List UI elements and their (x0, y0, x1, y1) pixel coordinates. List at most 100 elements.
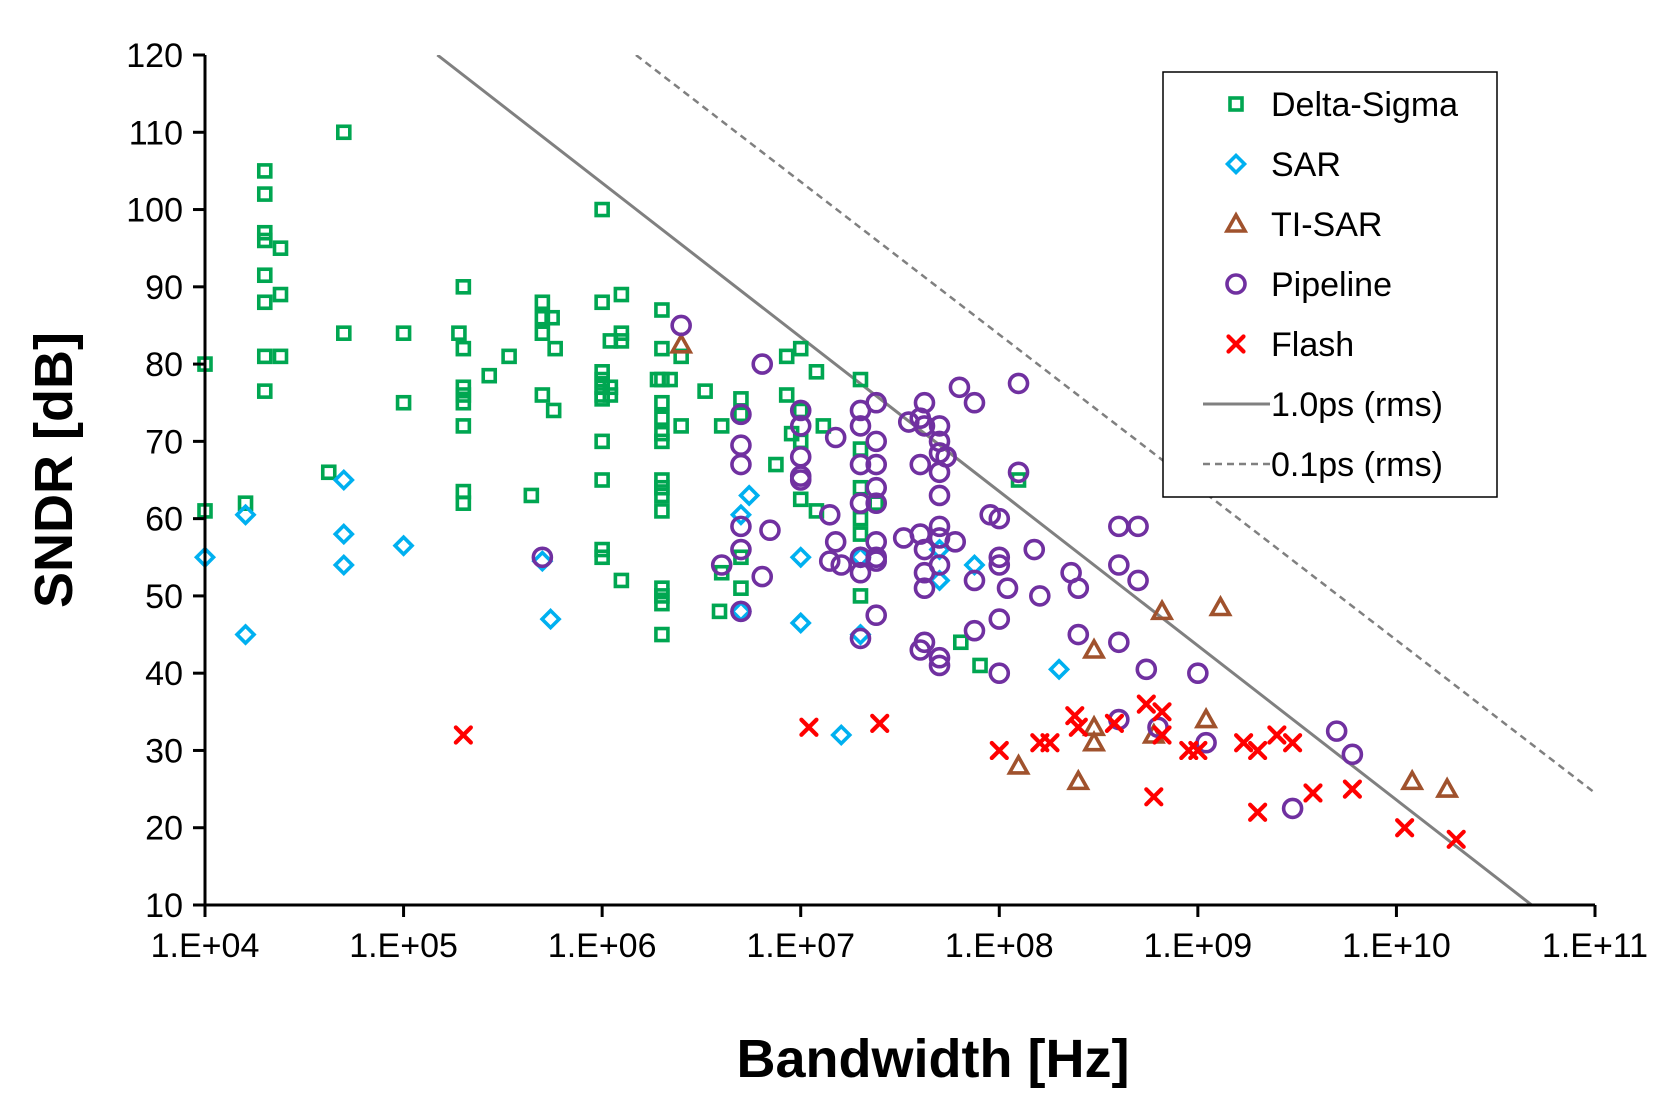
data-point (865, 391, 888, 414)
data-point (697, 383, 713, 399)
data-point (944, 531, 967, 553)
data-point (1040, 733, 1060, 753)
data-point (988, 662, 1011, 684)
data-point (1104, 713, 1125, 734)
data-point (789, 415, 812, 437)
data-point (654, 394, 670, 411)
data-point (539, 608, 562, 631)
data-point (909, 453, 932, 476)
data-point (256, 232, 273, 249)
data-point (789, 611, 812, 635)
data-point (544, 309, 560, 326)
data-point (1267, 725, 1287, 745)
y-tick-label: 110 (129, 114, 183, 152)
data-point (792, 340, 809, 357)
data-point (455, 394, 472, 411)
legend-item: Pipeline (1225, 266, 1392, 304)
data-point (332, 553, 355, 577)
y-tick-label: 70 (145, 423, 183, 461)
data-point (256, 348, 273, 365)
data-point (453, 725, 473, 745)
data-point (531, 550, 554, 573)
data-point (730, 600, 752, 623)
data-point (1248, 802, 1268, 822)
data-point (928, 515, 951, 538)
data-point (849, 561, 872, 584)
data-point (654, 487, 670, 504)
data-point (654, 410, 670, 426)
data-point (654, 433, 670, 450)
data-point (1149, 598, 1175, 621)
data-point (1127, 569, 1149, 592)
data-point (1007, 461, 1030, 484)
data-point (988, 608, 1011, 630)
data-point (392, 534, 415, 557)
data-point (1067, 577, 1090, 599)
legend-item: 0.1ps (rms) (1203, 446, 1443, 484)
data-point (1066, 768, 1091, 791)
data-point (1188, 740, 1208, 761)
data-point (523, 487, 540, 504)
data-point (669, 332, 694, 354)
data-point (730, 538, 752, 561)
data-point (738, 484, 761, 507)
data-point (670, 314, 692, 337)
x-tick-label: 1.E+04 (151, 927, 260, 965)
data-point (963, 391, 986, 414)
data-point (451, 325, 467, 341)
legend: Delta-Sigma SAR TI-SAR Pipeline Flash 1.0ps (… (1162, 71, 1498, 498)
data-point (272, 240, 289, 256)
data-point (654, 371, 670, 388)
data-point (789, 469, 812, 491)
data-point (320, 464, 337, 481)
data-point (654, 626, 670, 643)
legend-label: Pipeline (1271, 266, 1392, 304)
data-point (988, 554, 1011, 576)
data-point (1067, 623, 1090, 646)
data-point (654, 340, 670, 357)
data-point (1108, 554, 1130, 576)
data-point (1187, 662, 1209, 684)
y-tick-label: 10 (145, 887, 183, 925)
data-point (594, 294, 610, 311)
data-point (849, 627, 872, 650)
legend-label: SAR (1271, 146, 1341, 184)
data-point (1007, 372, 1030, 395)
y-tick-label: 80 (145, 346, 183, 384)
y-tick-label: 50 (145, 578, 183, 616)
data-point (256, 267, 273, 284)
reference-line-0-1ps (635, 55, 1595, 794)
data-point (830, 554, 853, 576)
data-point (545, 402, 562, 419)
data-point (256, 294, 273, 311)
data-point (335, 124, 352, 141)
legend-marker (1228, 96, 1244, 112)
data-point (547, 340, 563, 357)
data-point (594, 391, 610, 407)
data-point (455, 279, 472, 295)
data-point (1152, 702, 1172, 722)
data-point (1281, 797, 1304, 820)
data-point (928, 646, 951, 669)
data-point (751, 565, 774, 588)
data-point (1248, 740, 1268, 761)
data-point (534, 309, 551, 326)
y-tick-label: 40 (145, 655, 183, 693)
data-point (1029, 585, 1051, 607)
data-point (613, 572, 630, 589)
data-point (1435, 776, 1460, 798)
y-tick-label: 90 (145, 269, 183, 307)
legend-item: Flash (1226, 326, 1354, 364)
data-point (501, 348, 517, 365)
data-point (654, 503, 670, 519)
data-point (1208, 594, 1233, 617)
legend-marker (1223, 211, 1249, 233)
data-point (913, 577, 936, 599)
data-point (1152, 725, 1172, 745)
data-point (1135, 658, 1158, 681)
data-point (455, 340, 472, 357)
data-point (654, 595, 670, 612)
legend-marker (1224, 152, 1248, 176)
data-point (913, 538, 936, 561)
